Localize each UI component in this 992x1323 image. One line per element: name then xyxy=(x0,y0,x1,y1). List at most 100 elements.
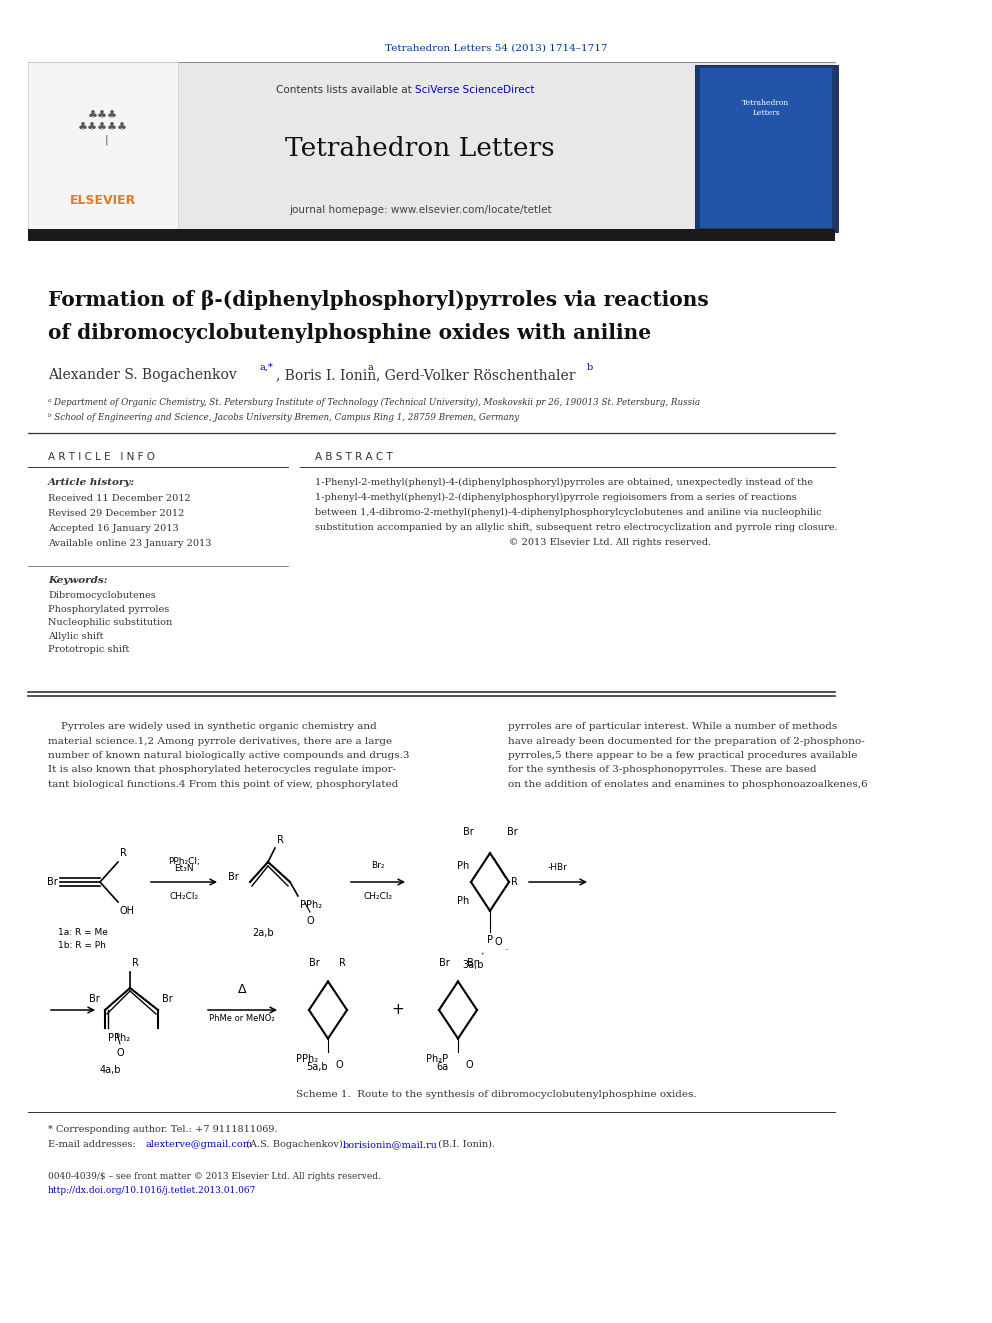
Text: Br: Br xyxy=(309,958,319,968)
Text: PPh₂Cl;: PPh₂Cl; xyxy=(168,857,200,867)
Text: © 2013 Elsevier Ltd. All rights reserved.: © 2013 Elsevier Ltd. All rights reserved… xyxy=(315,538,711,546)
Bar xyxy=(700,67,832,228)
Text: Allylic shift: Allylic shift xyxy=(48,631,103,640)
Text: ELSEVIER: ELSEVIER xyxy=(69,193,136,206)
Text: pyrroles are of particular interest. While a number of methods: pyrroles are of particular interest. Whi… xyxy=(508,722,837,732)
Text: 5a,b: 5a,b xyxy=(306,1062,327,1072)
Text: Dibromocyclobutenes: Dibromocyclobutenes xyxy=(48,591,156,601)
Text: 4a,b: 4a,b xyxy=(100,1065,121,1076)
Text: PhMe or MeNO₂: PhMe or MeNO₂ xyxy=(209,1013,275,1023)
Text: Et₃N: Et₃N xyxy=(175,864,193,873)
Text: Br: Br xyxy=(228,872,239,881)
Text: Tetrahedron Letters 54 (2013) 1714–1717: Tetrahedron Letters 54 (2013) 1714–1717 xyxy=(385,44,607,53)
Bar xyxy=(28,62,835,238)
Text: (A.S. Bogachenkov),: (A.S. Bogachenkov), xyxy=(243,1140,349,1150)
Text: on the addition of enolates and enamines to phosphonoazoalkenes,6: on the addition of enolates and enamines… xyxy=(508,781,868,789)
Text: ᵇ School of Engineering and Science, Jacobs University Bremen, Campus Ring 1, 28: ᵇ School of Engineering and Science, Jac… xyxy=(48,413,519,422)
Text: for the synthesis of 3-phosphonopyrroles. These are based: for the synthesis of 3-phosphonopyrroles… xyxy=(508,766,816,774)
Text: Br: Br xyxy=(462,827,473,837)
Text: substitution accompanied by an allylic shift, subsequent retro electrocyclizatio: substitution accompanied by an allylic s… xyxy=(315,523,837,532)
Text: O: O xyxy=(116,1048,124,1058)
Text: Nucleophilic substitution: Nucleophilic substitution xyxy=(48,618,173,627)
Text: Br: Br xyxy=(48,877,58,886)
Text: journal homepage: www.elsevier.com/locate/tetlet: journal homepage: www.elsevier.com/locat… xyxy=(289,205,552,216)
Text: R: R xyxy=(338,958,345,968)
Text: , Gerd-Volker Röschenthaler: , Gerd-Volker Röschenthaler xyxy=(376,368,575,382)
Text: Br: Br xyxy=(438,958,449,968)
Text: (B.I. Ionin).: (B.I. Ionin). xyxy=(435,1140,495,1148)
Text: R: R xyxy=(511,877,518,886)
Text: Keywords:: Keywords: xyxy=(48,576,107,585)
Text: Δ: Δ xyxy=(238,983,246,996)
Bar xyxy=(28,229,835,241)
Text: http://dx.doi.org/10.1016/j.tetlet.2013.01.067: http://dx.doi.org/10.1016/j.tetlet.2013.… xyxy=(48,1185,256,1195)
Text: Received 11 December 2012: Received 11 December 2012 xyxy=(48,493,190,503)
Text: Br: Br xyxy=(89,995,100,1004)
Text: Ph: Ph xyxy=(456,896,469,905)
Text: 1-Phenyl-2-methyl(phenyl)-4-(diphenylphosphoryl)pyrroles are obtained, unexpecte: 1-Phenyl-2-methyl(phenyl)-4-(diphenylpho… xyxy=(315,478,813,487)
Text: 3a,b: 3a,b xyxy=(462,960,483,970)
Text: Br: Br xyxy=(162,995,173,1004)
Text: Available online 23 January 2013: Available online 23 January 2013 xyxy=(48,538,211,548)
Text: Ph₂P: Ph₂P xyxy=(426,1054,448,1065)
Text: between 1,4-dibromo-2-methyl(phenyl)-4-diphenylphosphorylcyclobutenes and anilin: between 1,4-dibromo-2-methyl(phenyl)-4-d… xyxy=(315,508,821,517)
Text: R: R xyxy=(277,835,284,845)
Text: Pyrroles are widely used in synthetic organic chemistry and: Pyrroles are widely used in synthetic or… xyxy=(48,722,377,732)
Text: OH: OH xyxy=(120,906,135,916)
Text: ⁺: ⁺ xyxy=(480,954,484,959)
Text: E-mail addresses:: E-mail addresses: xyxy=(48,1140,139,1148)
Bar xyxy=(695,65,838,232)
Text: Contents lists available at: Contents lists available at xyxy=(276,85,415,95)
Text: O: O xyxy=(494,938,502,947)
Text: PPh₂: PPh₂ xyxy=(296,1054,318,1065)
Bar xyxy=(28,62,178,238)
Text: Ph: Ph xyxy=(456,861,469,871)
Text: b: b xyxy=(587,363,593,372)
Text: 1a: R = Me: 1a: R = Me xyxy=(58,927,108,937)
Text: Br: Br xyxy=(507,827,518,837)
Text: ⁻: ⁻ xyxy=(504,949,508,954)
Text: Tetrahedron
Letters: Tetrahedron Letters xyxy=(742,99,790,116)
Text: A B S T R A C T: A B S T R A C T xyxy=(315,452,393,462)
Text: number of known natural biologically active compounds and drugs.3: number of known natural biologically act… xyxy=(48,751,410,759)
Text: Formation of β-(diphenylphosphoryl)pyrroles via reactions: Formation of β-(diphenylphosphoryl)pyrro… xyxy=(48,290,708,310)
Text: a: a xyxy=(368,363,374,372)
Text: CH₂Cl₂: CH₂Cl₂ xyxy=(170,892,198,901)
Text: have already been documented for the preparation of 2-phosphono-: have already been documented for the pre… xyxy=(508,737,865,745)
Text: 1b: R = Ph: 1b: R = Ph xyxy=(58,941,106,950)
Text: -HBr: -HBr xyxy=(548,863,568,872)
Text: Phosphorylated pyrroles: Phosphorylated pyrroles xyxy=(48,605,170,614)
Text: CH₂Cl₂: CH₂Cl₂ xyxy=(363,892,393,901)
Text: Tetrahedron Letters: Tetrahedron Letters xyxy=(285,135,555,160)
Text: O: O xyxy=(466,1060,473,1070)
Text: Article history:: Article history: xyxy=(48,478,135,487)
Text: O: O xyxy=(336,1060,343,1070)
Text: PPh₂: PPh₂ xyxy=(300,900,322,910)
Text: Br₂: Br₂ xyxy=(371,861,385,871)
Text: O: O xyxy=(307,916,313,926)
Text: SciVerse ScienceDirect: SciVerse ScienceDirect xyxy=(415,85,535,95)
Text: Prototropic shift: Prototropic shift xyxy=(48,646,129,654)
Text: borisionin@mail.ru: borisionin@mail.ru xyxy=(343,1140,438,1148)
Text: 1-phenyl-4-methyl(phenyl)-2-(diphenylphosphoryl)pyrrole regioisomers from a seri: 1-phenyl-4-methyl(phenyl)-2-(diphenylpho… xyxy=(315,493,797,503)
Text: Revised 29 December 2012: Revised 29 December 2012 xyxy=(48,509,185,519)
Text: ᵃ Department of Organic Chemistry, St. Petersburg Institute of Technology (Techn: ᵃ Department of Organic Chemistry, St. P… xyxy=(48,398,700,407)
Text: 6a: 6a xyxy=(436,1062,448,1072)
Text: Scheme 1.  Route to the synthesis of dibromocyclobutenylphosphine oxides.: Scheme 1. Route to the synthesis of dibr… xyxy=(296,1090,696,1099)
Text: 2a,b: 2a,b xyxy=(252,927,274,938)
Text: tant biological functions.4 From this point of view, phosphorylated: tant biological functions.4 From this po… xyxy=(48,781,399,789)
Text: , Boris I. Ionin: , Boris I. Ionin xyxy=(276,368,376,382)
Text: Br: Br xyxy=(466,958,477,968)
Text: PPh₂: PPh₂ xyxy=(108,1033,130,1043)
Text: alexterve@gmail.com: alexterve@gmail.com xyxy=(146,1140,253,1148)
Text: R: R xyxy=(132,958,139,968)
Text: Alexander S. Bogachenkov: Alexander S. Bogachenkov xyxy=(48,368,237,382)
Text: material science.1,2 Among pyrrole derivatives, there are a large: material science.1,2 Among pyrrole deriv… xyxy=(48,737,392,745)
Text: * Corresponding author. Tel.: +7 9111811069.: * Corresponding author. Tel.: +7 9111811… xyxy=(48,1125,278,1134)
Text: 0040-4039/$ – see front matter © 2013 Elsevier Ltd. All rights reserved.: 0040-4039/$ – see front matter © 2013 El… xyxy=(48,1172,381,1181)
Text: of dibromocyclobutenylphosphine oxides with aniline: of dibromocyclobutenylphosphine oxides w… xyxy=(48,323,651,343)
Text: pyrroles,5 there appear to be a few practical procedures available: pyrroles,5 there appear to be a few prac… xyxy=(508,751,857,759)
Text: It is also known that phosphorylated heterocycles regulate impor-: It is also known that phosphorylated het… xyxy=(48,766,396,774)
Text: a,*: a,* xyxy=(260,363,274,372)
Text: A R T I C L E   I N F O: A R T I C L E I N F O xyxy=(48,452,155,462)
